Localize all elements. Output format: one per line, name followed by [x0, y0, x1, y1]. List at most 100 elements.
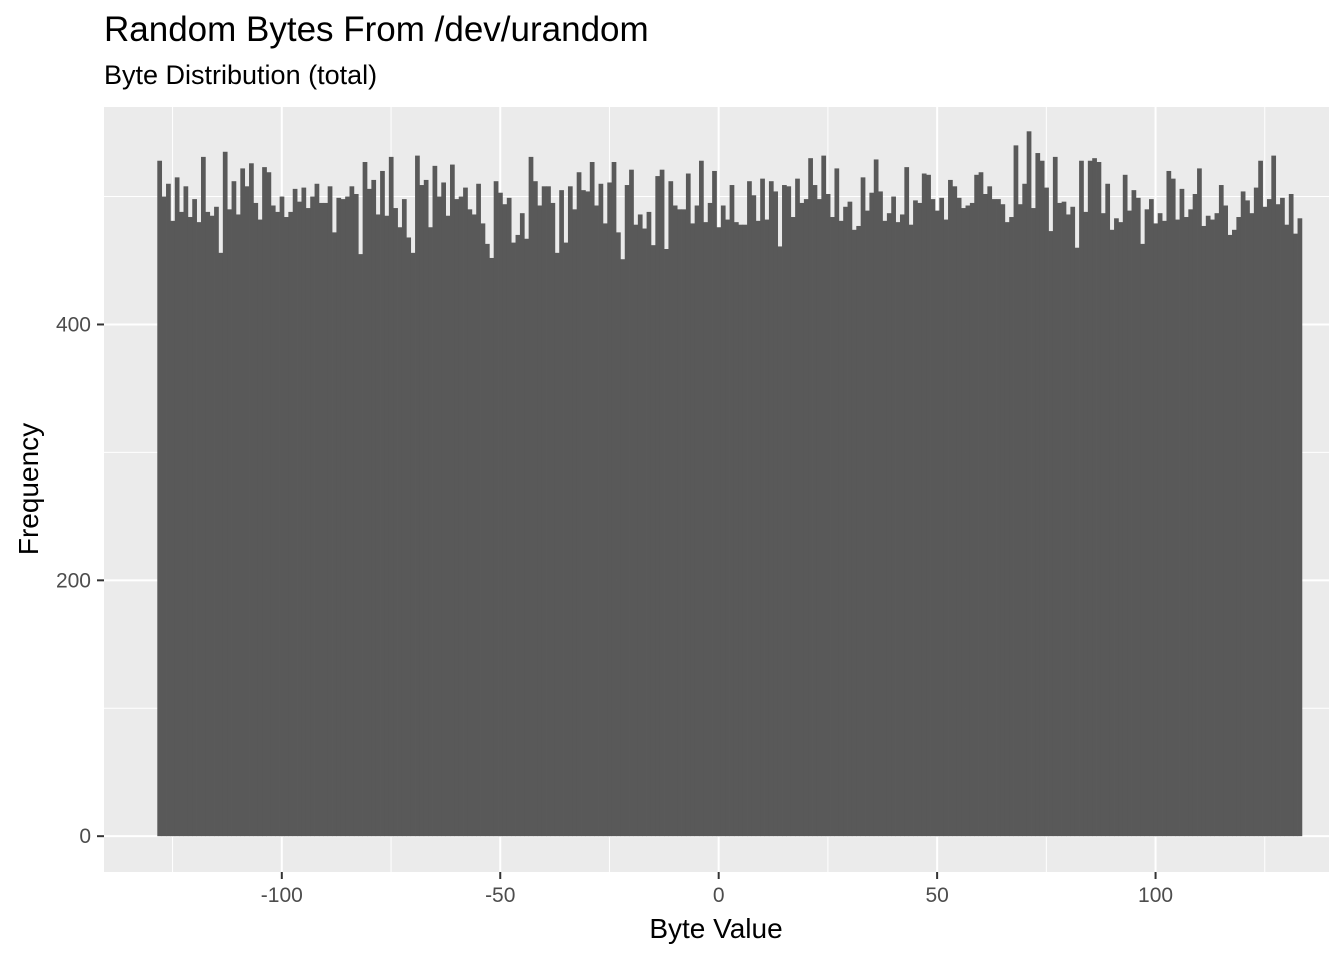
x-tick-label: 0	[713, 884, 725, 907]
x-tick-label: -100	[261, 884, 303, 907]
histogram-bar	[1074, 247, 1080, 837]
histogram-bar	[1100, 213, 1106, 837]
histogram-bar	[1240, 191, 1246, 837]
histogram-bar	[205, 211, 211, 837]
histogram-bar	[699, 160, 704, 837]
histogram-bar	[738, 224, 744, 837]
histogram-bar	[620, 259, 626, 837]
histogram-bar	[179, 211, 184, 837]
histogram-bar	[200, 156, 206, 837]
histogram-bar	[1048, 231, 1054, 837]
histogram-bar	[187, 217, 193, 837]
histogram-bar	[594, 205, 599, 837]
histogram-bar	[537, 205, 543, 837]
histogram-bar	[943, 219, 949, 837]
histogram-bar	[288, 211, 294, 837]
histogram-bar	[1031, 208, 1036, 837]
histogram-bar	[1105, 183, 1111, 837]
histogram-bar	[371, 179, 377, 837]
histogram-bar	[279, 196, 285, 837]
histogram-bar	[1262, 206, 1268, 837]
histogram-bar	[1253, 187, 1259, 837]
histogram-bar	[515, 234, 521, 837]
histogram-bar	[340, 199, 346, 837]
histogram-bar	[244, 186, 250, 837]
histogram-bar	[1218, 185, 1224, 837]
histogram-bar	[1162, 220, 1167, 837]
histogram-bar	[939, 197, 945, 837]
histogram-bar	[1083, 211, 1089, 837]
histogram-bar	[987, 186, 993, 837]
histogram-bar	[1044, 187, 1049, 837]
histogram-bar	[768, 181, 774, 837]
histogram-bar	[1092, 158, 1097, 837]
histogram-bar	[419, 185, 425, 837]
histogram-bar	[777, 246, 783, 837]
histogram-bar	[401, 199, 407, 837]
histogram-bar	[428, 227, 433, 837]
histogram-bar	[253, 202, 259, 837]
histogram-bar	[1210, 219, 1215, 837]
histogram-bar	[1157, 213, 1163, 837]
histogram-bar	[681, 209, 687, 837]
histogram-bar	[908, 224, 914, 837]
histogram-bar	[572, 209, 578, 837]
histogram-bar	[1079, 160, 1084, 837]
y-tick-label: 200	[56, 569, 91, 592]
histogram-bar	[1066, 214, 1071, 837]
histogram-bar	[1149, 199, 1154, 837]
histogram-bar	[729, 185, 735, 837]
histogram-bar	[458, 196, 464, 837]
histogram-bar	[1118, 222, 1124, 837]
x-tick-label: 50	[925, 884, 948, 907]
histogram-bar	[240, 168, 246, 837]
histogram-bar	[690, 223, 696, 837]
histogram-bar	[956, 197, 962, 837]
y-axis: 0 200 400	[56, 313, 104, 848]
histogram-bar	[585, 191, 591, 837]
histogram-bar	[567, 186, 573, 837]
histogram-bar	[471, 214, 477, 837]
histogram-bar	[1013, 145, 1019, 837]
histogram-bar	[1135, 197, 1141, 837]
histogram-bar	[650, 245, 656, 837]
histogram-bar	[716, 227, 722, 837]
histogram-bar	[816, 199, 822, 837]
histogram-bar	[161, 196, 167, 837]
histogram-bar	[1070, 206, 1076, 837]
y-tick-label: 0	[79, 825, 91, 848]
histogram-bar	[388, 156, 394, 837]
histogram-bar	[786, 186, 792, 837]
histogram-bar	[1170, 178, 1176, 837]
histogram-bar	[157, 160, 163, 837]
histogram-bar	[1297, 218, 1303, 837]
histogram-bar	[502, 204, 508, 837]
histogram-bar	[511, 242, 516, 837]
histogram-bar	[174, 177, 180, 837]
histogram-bar	[484, 243, 490, 837]
histogram-bar	[1227, 234, 1233, 837]
histogram-bar	[1109, 229, 1115, 837]
histogram-bar	[301, 187, 307, 837]
histogram-bar	[432, 165, 438, 837]
histogram-bar	[270, 205, 276, 837]
histogram-bar	[1201, 225, 1207, 837]
histogram-bar	[506, 197, 512, 837]
histogram-bar	[1288, 193, 1294, 837]
histogram-bar	[235, 214, 241, 837]
histogram-bar	[672, 205, 678, 837]
histogram-bar	[336, 197, 342, 837]
histogram-bar	[616, 232, 621, 837]
histogram-bar	[642, 228, 647, 837]
histogram-bar	[192, 199, 197, 837]
histogram-bar	[733, 222, 739, 837]
histogram-bar	[655, 176, 661, 837]
histogram-bar	[969, 202, 975, 837]
histogram-bar	[1026, 131, 1032, 837]
histogram-bar	[1205, 215, 1211, 837]
histogram-bar	[886, 213, 892, 837]
histogram-bar	[1249, 213, 1255, 837]
histogram-bar	[397, 227, 403, 837]
histogram-bar	[581, 190, 586, 837]
histogram-bar	[926, 174, 931, 837]
